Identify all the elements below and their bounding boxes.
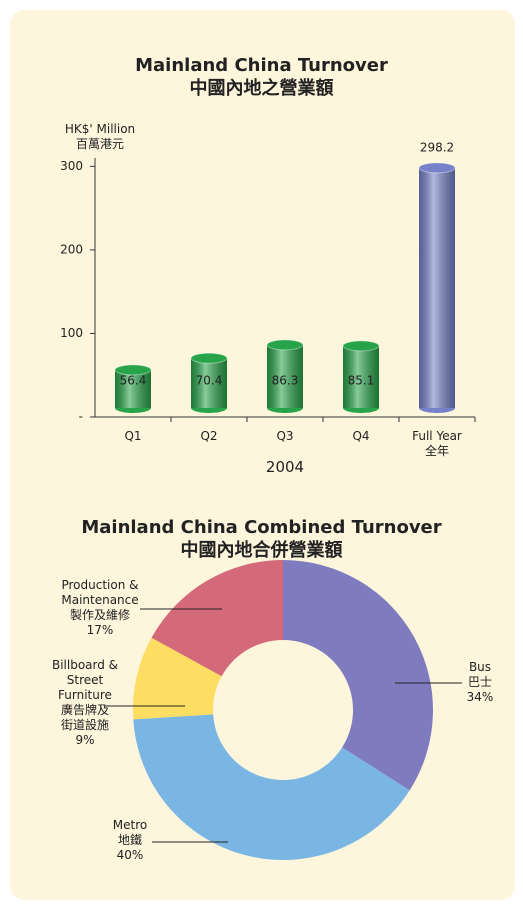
bar-top — [266, 339, 304, 351]
value-label: 40% — [116, 848, 144, 862]
x-tick-label: Full Year 全年 — [412, 429, 462, 458]
y-axis-label: HK$' Million 百萬港元 — [64, 122, 136, 151]
donut-slice — [133, 714, 410, 861]
bar-shade — [191, 358, 227, 408]
y-tick-label: - — [79, 410, 83, 424]
bar-top — [418, 162, 456, 174]
slice-label: Billboard & Street Furniture 廣告牌及 街道設施 9% — [40, 658, 130, 748]
x-tick-label: Q2 — [200, 429, 218, 443]
bar-top — [190, 352, 228, 364]
slice-label: Production & Maintenance 製作及維修 17% — [45, 578, 155, 638]
x-tick-label: Q1 — [124, 429, 142, 443]
slice-label: Bus 巴士 34% — [440, 660, 520, 705]
donut-slice — [133, 637, 222, 720]
bar-shade — [115, 369, 151, 408]
value-label: 56.4 — [120, 374, 147, 388]
bar-shade — [267, 344, 303, 408]
value-label: 298.2 — [420, 140, 454, 154]
bar-top — [114, 364, 152, 376]
value-label: 34% — [466, 690, 494, 704]
value-label: 70.4 — [196, 374, 223, 388]
donut-slice — [151, 560, 283, 677]
chart-title: Mainland China Combined Turnover — [81, 517, 442, 538]
value-label: 86.3 — [272, 374, 299, 388]
y-tick-label: 100 — [60, 326, 83, 340]
value-label: 17% — [86, 623, 114, 637]
bar-shade — [343, 345, 379, 408]
value-label: 9% — [75, 733, 95, 747]
donut-slice — [283, 560, 434, 791]
y-tick-label: 200 — [60, 242, 83, 256]
value-label: 85.1 — [348, 374, 375, 388]
x-axis-label: 2004 — [265, 458, 305, 476]
x-tick-label: Q4 — [352, 429, 370, 443]
x-tick-label: Q3 — [276, 429, 294, 443]
slice-label: Metro 地鐵 40% — [95, 818, 165, 863]
chart-title: Mainland China Turnover — [135, 55, 388, 76]
panel — [10, 10, 515, 900]
chart-subtitle: 中國內地之營業額 — [189, 78, 334, 99]
chart-subtitle: 中國內地合併營業額 — [180, 540, 343, 561]
bar-shade — [419, 167, 455, 408]
y-tick-label: 300 — [60, 159, 83, 173]
bar-top — [342, 340, 380, 352]
